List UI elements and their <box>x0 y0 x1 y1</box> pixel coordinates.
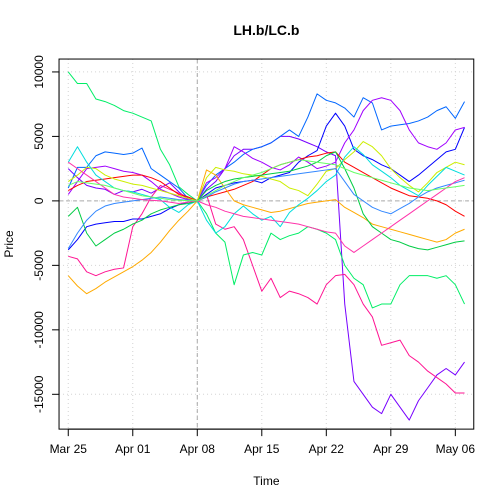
y-axis-title: Price <box>2 230 16 258</box>
series-line-7 <box>68 151 465 217</box>
x-tick-label-1: Apr 01 <box>115 442 151 456</box>
series-line-12 <box>67 168 465 249</box>
y-tick-label-4: 5000 <box>32 123 46 150</box>
series-line-9 <box>67 141 465 202</box>
series-line-4 <box>67 112 466 251</box>
series-line-11 <box>67 151 465 251</box>
y-tick-label-5: 10000 <box>32 55 46 89</box>
x-tick-label-6: May 06 <box>436 442 476 456</box>
x-tick-label-0: Mar 25 <box>50 442 88 456</box>
series-line-10 <box>67 146 465 234</box>
x-axis-title: Time <box>253 474 280 488</box>
x-tick-label-2: Apr 08 <box>180 442 216 456</box>
series-line-13 <box>67 161 465 253</box>
series-line-3 <box>67 71 465 309</box>
series-line-8 <box>67 169 465 295</box>
reference-lines <box>59 59 474 430</box>
series-line-5 <box>67 93 465 202</box>
chart-title: LH.b/LC.b <box>233 22 299 38</box>
series-layer <box>67 71 466 421</box>
y-tick-label-0: -15000 <box>32 375 46 413</box>
y-tick-label-2: -5000 <box>32 250 46 281</box>
y-tick-label-3: 0 <box>32 197 46 204</box>
x-tick-label-4: Apr 22 <box>309 442 345 456</box>
y-axis: -15000 -10000 -5000 0 5000 10000 <box>32 55 60 413</box>
series-line-6 <box>67 97 465 202</box>
series-line-2 <box>68 184 465 394</box>
x-axis: Mar 25 Apr 01 Apr 08 Apr 15 Apr 22 Apr 29 May … <box>50 428 476 456</box>
x-tick-label-3: Apr 15 <box>244 442 280 456</box>
y-tick-label-1: -10000 <box>32 311 46 349</box>
x-tick-label-5: Apr 29 <box>373 442 409 456</box>
series-line-14 <box>68 159 465 202</box>
